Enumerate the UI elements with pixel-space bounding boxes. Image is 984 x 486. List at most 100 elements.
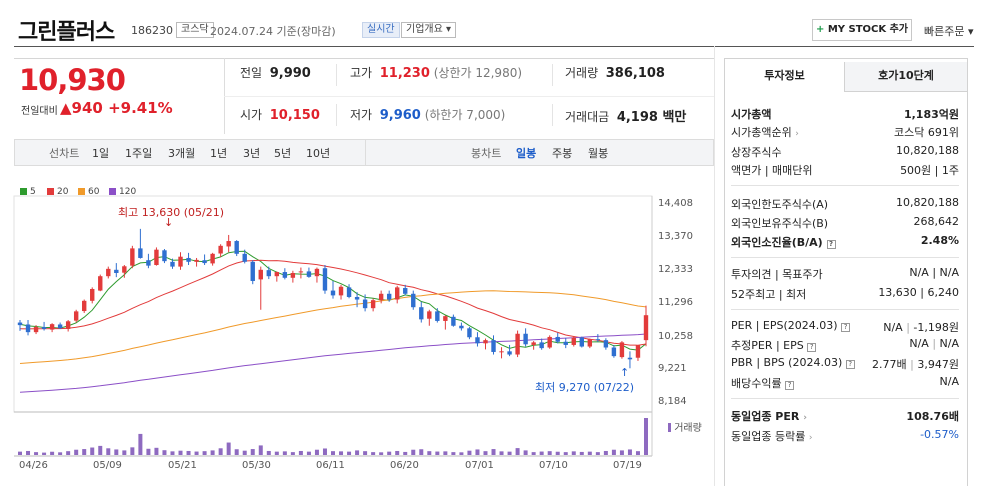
candle-body xyxy=(579,337,584,347)
info-key-text: PER | EPS(2024.03) xyxy=(731,319,838,332)
price-chart[interactable] xyxy=(0,0,714,486)
chevron-down-icon: ▾ xyxy=(446,24,452,35)
info-row: 52주최고 | 최저 13,630 | 6,240 xyxy=(731,286,959,304)
prev-value: 9,990 xyxy=(269,66,311,81)
info-row[interactable]: 동일업종 PER › 108.76배 xyxy=(731,408,959,426)
quick-order-button[interactable]: 빠른주문 ▾ xyxy=(924,23,974,39)
candle-body xyxy=(378,293,384,301)
x-tick-label: 04/26 xyxy=(19,460,48,471)
volume-legend: 거래량 xyxy=(668,419,702,434)
volume-bar xyxy=(395,450,400,455)
tab-weekly[interactable]: 주봉 xyxy=(552,147,573,160)
volume-bar xyxy=(202,451,207,455)
info-key-text: 시가총액순위 xyxy=(731,126,792,139)
volume-bar xyxy=(619,450,624,455)
tab-orderbook[interactable]: 호가10단계 xyxy=(844,62,967,92)
info-value-1: N/A xyxy=(883,321,903,334)
candle-body xyxy=(395,287,400,300)
x-tick-label: 07/19 xyxy=(613,460,642,471)
x-tick-label: 06/11 xyxy=(316,460,345,471)
help-icon[interactable]: ? xyxy=(845,360,855,369)
change-percent: +9.41% xyxy=(108,99,173,117)
volume-bar xyxy=(587,451,592,455)
volume-bar xyxy=(210,450,215,455)
company-info-dropdown[interactable]: 기업개요 ▾ xyxy=(401,22,457,38)
quote-amount: 거래대금 4,198 백만 xyxy=(565,106,686,125)
info-row: PER | EPS(2024.03) ? N/A | -1,198원 xyxy=(731,319,959,337)
legend-item-60: 60 xyxy=(78,187,99,197)
date-text: 2024.07.24 xyxy=(210,25,273,38)
tab-1y[interactable]: 1년 xyxy=(210,147,228,160)
tab-1w[interactable]: 1주일 xyxy=(125,147,153,160)
low-value: 9,960 xyxy=(379,108,421,123)
volume-bar xyxy=(154,447,159,455)
volume-bar xyxy=(603,450,608,455)
info-row: PBR | BPS (2024.03) ? 2.77배 | 3,947원 xyxy=(731,356,959,374)
volume-label: 거래량 xyxy=(565,66,599,80)
volume-bar xyxy=(34,452,39,455)
lower-limit: (하한가 7,000) xyxy=(424,108,506,122)
volume-bar xyxy=(42,452,47,455)
y-tick-label: 10,258 xyxy=(658,331,693,342)
section-divider xyxy=(731,257,959,258)
help-icon[interactable]: ? xyxy=(841,323,851,332)
candle-body xyxy=(57,324,63,329)
candle-body xyxy=(298,271,304,273)
volume-bar xyxy=(611,449,616,455)
volume-bar xyxy=(122,450,127,455)
info-key: 외국인소진율(B/A) ? xyxy=(731,234,836,250)
candle-body xyxy=(202,260,207,264)
info-value: N/A xyxy=(939,375,959,388)
candle-body xyxy=(627,357,633,360)
add-mystock-button[interactable]: + MY STOCK 추가 xyxy=(812,19,912,41)
info-row: 배당수익률 ? N/A xyxy=(731,375,959,393)
tab-3y[interactable]: 3년 xyxy=(243,147,261,160)
realtime-tag[interactable]: 실시간 xyxy=(362,22,400,38)
volume-bar xyxy=(314,449,319,455)
info-key-text: 동일업종 등락률 xyxy=(731,430,806,443)
price-change: ▲940 +9.41% xyxy=(60,99,173,117)
candle-body xyxy=(258,269,263,280)
candle-body xyxy=(33,327,39,333)
info-value: 2.48% xyxy=(920,234,959,247)
tab-investment-info[interactable]: 투자정보 xyxy=(725,62,844,92)
chevron-right-icon: › xyxy=(803,413,807,423)
info-key: 동일업종 등락률 › xyxy=(731,428,812,444)
info-row[interactable]: 동일업종 등락률 › -0.57% xyxy=(731,428,959,446)
help-icon[interactable]: ? xyxy=(826,240,836,249)
candle-body xyxy=(443,316,448,321)
volume-bar xyxy=(298,450,303,455)
section-divider xyxy=(731,398,959,399)
info-key: 동일업종 PER › xyxy=(731,408,807,424)
low-label: 저가 xyxy=(350,108,373,122)
candle-body xyxy=(82,300,87,312)
tab-1d[interactable]: 1일 xyxy=(92,147,110,160)
help-icon[interactable]: ? xyxy=(785,381,795,390)
candle-body xyxy=(41,327,47,329)
help-icon[interactable]: ? xyxy=(807,343,817,352)
quote-col-divider xyxy=(552,64,553,86)
tab-3m[interactable]: 3개월 xyxy=(168,147,196,160)
x-tick-label: 07/01 xyxy=(465,460,494,471)
info-row[interactable]: 시가총액순위 › 코스닥 691위 xyxy=(731,124,959,142)
volume-bar xyxy=(82,449,87,455)
info-key: PBR | BPS (2024.03) ? xyxy=(731,356,855,369)
stock-code: 186230 xyxy=(131,24,173,37)
tab-5y[interactable]: 5년 xyxy=(274,147,292,160)
volume-swatch xyxy=(668,423,671,432)
volume-bar xyxy=(331,451,335,455)
legend-swatch xyxy=(109,188,116,195)
candle-body xyxy=(643,315,649,341)
candle-body xyxy=(218,245,223,254)
amount-label: 거래대금 xyxy=(565,110,610,124)
tab-daily[interactable]: 일봉 xyxy=(516,147,537,160)
volume-bar xyxy=(467,450,472,455)
tab-10y[interactable]: 10년 xyxy=(306,147,331,160)
volume-bar xyxy=(306,451,311,455)
info-row: 외국인소진율(B/A) ? 2.48% xyxy=(731,234,959,252)
up-arrow-icon: ↑ xyxy=(620,366,630,379)
candle-body xyxy=(322,268,328,291)
candle-body xyxy=(242,253,247,262)
panel-divider xyxy=(714,46,715,486)
tab-monthly[interactable]: 월봉 xyxy=(588,147,609,160)
